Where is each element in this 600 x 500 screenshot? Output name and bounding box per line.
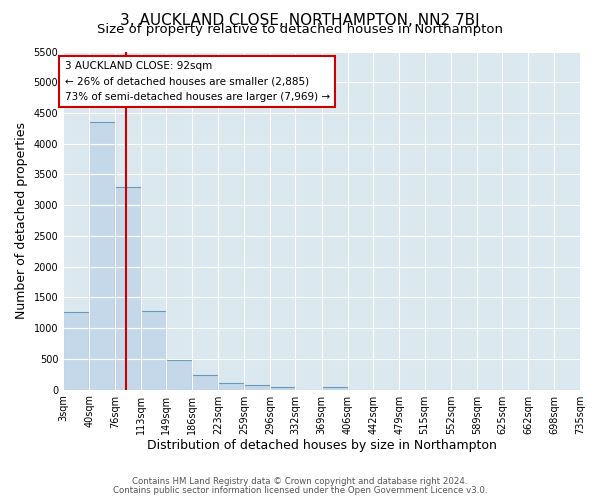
Y-axis label: Number of detached properties: Number of detached properties [15,122,28,319]
Text: Contains HM Land Registry data © Crown copyright and database right 2024.: Contains HM Land Registry data © Crown c… [132,477,468,486]
Bar [166,360,193,390]
Text: 3 AUCKLAND CLOSE: 92sqm
← 26% of detached houses are smaller (2,885)
73% of semi: 3 AUCKLAND CLOSE: 92sqm ← 26% of detache… [65,60,330,102]
Bar [270,386,295,390]
Bar [63,312,89,390]
Bar [141,311,166,390]
Bar [218,384,244,390]
Text: Contains public sector information licensed under the Open Government Licence v3: Contains public sector information licen… [113,486,487,495]
Bar [244,384,270,390]
Text: Size of property relative to detached houses in Northampton: Size of property relative to detached ho… [97,24,503,36]
Bar [322,386,348,390]
Bar [115,186,141,390]
Bar [89,122,115,390]
Text: 3, AUCKLAND CLOSE, NORTHAMPTON, NN2 7BJ: 3, AUCKLAND CLOSE, NORTHAMPTON, NN2 7BJ [120,12,480,28]
Bar [193,375,218,390]
X-axis label: Distribution of detached houses by size in Northampton: Distribution of detached houses by size … [146,440,497,452]
